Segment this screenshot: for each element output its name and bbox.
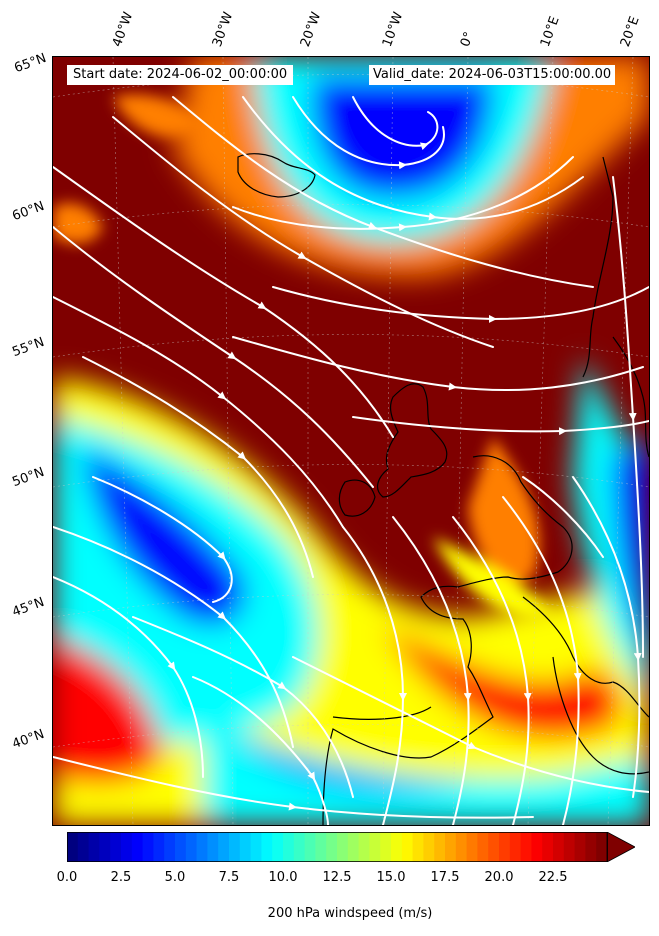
start-date-label: Start date: 2024-06-02_00:00:00 (67, 65, 294, 85)
colorbar-band (164, 832, 176, 862)
colorbar-band (88, 832, 100, 862)
lon-label-0: 0° (457, 29, 478, 49)
colorbar-band (131, 832, 144, 862)
lat-label-45n: 45°N (10, 594, 47, 621)
colorbar-band (218, 832, 230, 862)
lat-label-65n: 65°N (12, 50, 49, 77)
colorbar-band (369, 832, 381, 862)
colorbar-bands (67, 832, 608, 862)
colorbar-band (488, 832, 500, 862)
colorbar-band (110, 832, 122, 862)
colorbar-band (596, 832, 608, 862)
lat-label-40n: 40°N (10, 726, 47, 753)
colorbar-band (563, 832, 576, 862)
valid-date-label: Valid_date: 2024-06-03T15:00:00.00 (369, 65, 616, 85)
colorbar-band (142, 832, 154, 862)
colorbar-band (401, 832, 414, 862)
map-canvas (53, 57, 649, 825)
valid-date-text: Valid_date: 2024-06-03T15:00:00.00 (373, 67, 612, 82)
colorbar-band (509, 832, 522, 862)
colorbar-band (585, 832, 597, 862)
colorbar-band (250, 832, 262, 862)
colorbar-band (391, 832, 403, 862)
colorbar-band (67, 832, 79, 862)
colorbar-outline (67, 832, 608, 862)
colorbar-tick: 15.0 (376, 870, 406, 885)
colorbar-tick: 2.5 (110, 870, 132, 885)
colorbar-band (553, 832, 565, 862)
colorbar-band (455, 832, 468, 862)
colorbar-band (261, 832, 273, 862)
start-date-text: Start date: 2024-06-02_00:00:00 (73, 67, 288, 82)
lon-label-30w: 30°W (209, 10, 237, 49)
colorbar-tick: 5.0 (164, 870, 186, 885)
colorbar-tick: 12.5 (322, 870, 352, 885)
colorbar-band (574, 832, 586, 862)
lon-label-10e: 10°E (537, 14, 563, 50)
colorbar-tick: 10.0 (268, 870, 298, 885)
lon-label-40w: 40°W (109, 10, 137, 49)
colorbar-band (499, 832, 511, 862)
colorbar-band (196, 832, 208, 862)
colorbar-band (239, 832, 252, 862)
colorbar-band (99, 832, 111, 862)
colorbar-band (412, 832, 424, 862)
colorbar-tick: 0.0 (56, 870, 78, 885)
lon-label-20e: 20°E (617, 14, 643, 50)
lat-label-50n: 50°N (10, 464, 47, 491)
colorbar-band (380, 832, 392, 862)
colorbar-band (207, 832, 219, 862)
colorbar-band (358, 832, 370, 862)
colorbar-band (121, 832, 133, 862)
coastlines (237, 153, 649, 825)
colorbar-extend-arrow (606, 832, 635, 862)
colorbar-tick: 17.5 (430, 870, 460, 885)
colorbar-band (477, 832, 489, 862)
streamlines (53, 96, 649, 825)
colorbar-band (542, 832, 554, 862)
colorbar-band (272, 832, 284, 862)
colorbar (67, 832, 635, 862)
colorbar-band (466, 832, 478, 862)
colorbar-band (185, 832, 198, 862)
colorbar-band (434, 832, 446, 862)
colorbar-band (520, 832, 532, 862)
colorbar-band (337, 832, 349, 862)
colorbar-band (293, 832, 306, 862)
colorbar-band (304, 832, 316, 862)
colorbar-band (315, 832, 327, 862)
colorbar-band (153, 832, 165, 862)
lat-label-60n: 60°N (10, 198, 47, 225)
colorbar-tick: 7.5 (218, 870, 240, 885)
lon-label-20w: 20°W (297, 10, 325, 49)
colorbar-band (229, 832, 241, 862)
colorbar-band (531, 832, 543, 862)
colorbar-band (175, 832, 187, 862)
windspeed-map: Start date: 2024-06-02_00:00:00 Valid_da… (52, 56, 650, 826)
colorbar-band (347, 832, 360, 862)
colorbar-band (326, 832, 338, 862)
lon-label-10w: 10°W (379, 10, 407, 49)
colorbar-band (283, 832, 295, 862)
colorbar-band (423, 832, 435, 862)
colorbar-tick: 22.5 (538, 870, 568, 885)
colorbar-band (445, 832, 457, 862)
colorbar-label: 200 hPa windspeed (m/s) (267, 906, 433, 921)
colorbar-band (77, 832, 90, 862)
lat-label-55n: 55°N (10, 334, 47, 361)
colorbar-tick: 20.0 (484, 870, 514, 885)
